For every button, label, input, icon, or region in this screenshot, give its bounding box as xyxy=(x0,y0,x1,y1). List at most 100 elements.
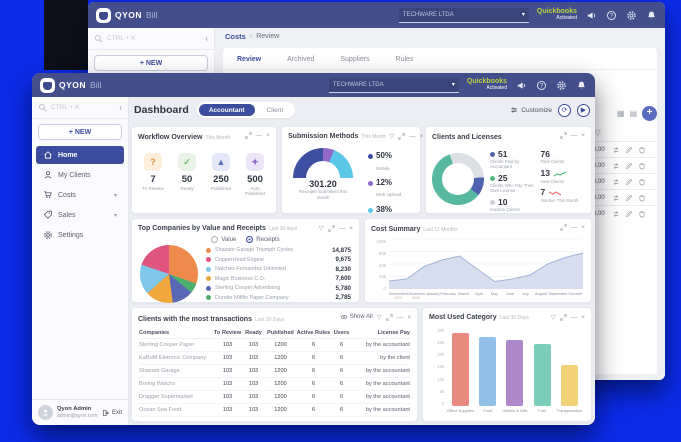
column-header[interactable]: Companies xyxy=(139,329,170,336)
expand-icon[interactable] xyxy=(245,132,252,139)
exit-button[interactable]: Exit xyxy=(102,409,122,417)
column-header[interactable]: Active Rules xyxy=(296,329,331,336)
tab-client[interactable]: Client xyxy=(266,106,284,114)
minimize-icon[interactable]: — xyxy=(570,132,578,139)
expand-icon[interactable] xyxy=(386,313,393,321)
column-header[interactable]: Ready xyxy=(245,329,262,336)
delete-icon[interactable] xyxy=(638,162,646,170)
bar xyxy=(452,333,470,406)
help-icon[interactable]: ? xyxy=(535,79,547,91)
table-row[interactable]: 3,00 xyxy=(593,189,657,205)
edit-icon[interactable] xyxy=(625,162,633,170)
table-row[interactable]: Ocean Sea Food 103 103 1200 6 6 by the a… xyxy=(139,404,410,417)
megaphone-icon[interactable] xyxy=(515,79,527,91)
table-row[interactable]: 3,00 xyxy=(593,157,657,173)
currency-exchange-icon[interactable] xyxy=(612,210,620,218)
tab-rules[interactable]: Rules xyxy=(395,56,414,63)
grid-view-icon[interactable]: ▦ xyxy=(616,109,625,118)
minimize-icon[interactable]: — xyxy=(396,313,404,321)
tab-accountant[interactable]: Accountant xyxy=(198,104,255,116)
collapse-sidebar-icon[interactable]: ‹ xyxy=(205,34,208,43)
sidebar-item-sales[interactable]: Sales ▾ xyxy=(36,206,124,224)
table-row[interactable]: 3,00 xyxy=(593,173,657,189)
close-icon[interactable]: × xyxy=(407,313,411,321)
customize-button[interactable]: Customize xyxy=(510,106,552,114)
search-input[interactable]: CTRL + K ‹ xyxy=(32,97,128,119)
minimize-icon[interactable]: — xyxy=(570,313,578,321)
expand-icon[interactable] xyxy=(560,224,567,231)
close-icon[interactable]: × xyxy=(581,224,585,231)
radio-receipts[interactable]: Receipts xyxy=(246,236,280,243)
notifications-icon[interactable] xyxy=(645,9,657,21)
filter-icon[interactable]: ▽ xyxy=(595,130,601,137)
help-icon[interactable]: ? xyxy=(605,9,617,21)
sidebar-item-costs[interactable]: Costs ▾ xyxy=(36,186,124,204)
edit-icon[interactable] xyxy=(625,146,633,154)
show-all-button[interactable]: Show All xyxy=(340,313,373,321)
brand-suffix: Bill xyxy=(90,80,102,90)
edit-icon[interactable] xyxy=(625,210,633,218)
tab-archived[interactable]: Archived xyxy=(287,56,315,63)
close-icon[interactable]: × xyxy=(581,313,585,321)
table-row[interactable]: Shazam Garage 103 103 1200 6 6 by the ac… xyxy=(139,365,410,378)
delete-icon[interactable] xyxy=(638,194,646,202)
sidebar-item-home[interactable]: Home xyxy=(36,146,124,164)
search-input[interactable]: CTRL + K ‹ xyxy=(88,28,214,50)
table-row[interactable]: 3,00 xyxy=(593,141,657,157)
delete-icon[interactable] xyxy=(638,146,646,154)
sidebar-item-my-clients[interactable]: My Clients xyxy=(36,166,124,184)
filter-icon[interactable]: ▽ xyxy=(376,314,382,321)
minimize-icon[interactable]: — xyxy=(409,132,416,140)
expand-icon[interactable] xyxy=(328,224,335,232)
new-button[interactable]: + NEW xyxy=(94,55,208,71)
collapse-sidebar-icon[interactable]: ‹ xyxy=(119,103,122,112)
column-header[interactable]: License Pay xyxy=(377,329,410,336)
list-view-icon[interactable]: ▤ xyxy=(629,109,637,118)
settings-icon[interactable] xyxy=(555,79,567,91)
filter-icon[interactable]: ▽ xyxy=(550,314,556,321)
expand-icon[interactable] xyxy=(398,132,405,140)
delete-icon[interactable] xyxy=(638,210,646,218)
edit-icon[interactable] xyxy=(625,178,633,186)
expand-icon[interactable] xyxy=(560,132,567,139)
megaphone-icon[interactable] xyxy=(585,9,597,21)
table-row[interactable]: Sterling Cooper Paper 103 103 1200 6 6 b… xyxy=(139,339,410,352)
radio-value[interactable]: Value xyxy=(211,236,236,243)
minimize-icon[interactable]: — xyxy=(255,132,263,139)
table-row[interactable]: 3,00 xyxy=(593,205,657,221)
close-icon[interactable]: × xyxy=(349,224,353,232)
currency-exchange-icon[interactable] xyxy=(612,146,620,154)
breadcrumb-section[interactable]: Costs xyxy=(225,32,246,41)
close-icon[interactable]: × xyxy=(419,132,424,140)
company-name: Natches Fernandez Unlimited xyxy=(215,266,287,273)
table-row[interactable]: Dragger Supermarket 103 103 1200 6 6 by … xyxy=(139,391,410,404)
column-header[interactable]: Users xyxy=(333,329,350,336)
delete-icon[interactable] xyxy=(638,178,646,186)
tab-review[interactable]: Review xyxy=(237,56,262,63)
refresh-button[interactable]: ⟳ xyxy=(558,103,571,117)
close-icon[interactable]: × xyxy=(581,132,585,139)
notifications-icon[interactable] xyxy=(575,79,587,91)
currency-exchange-icon[interactable] xyxy=(612,162,620,170)
currency-exchange-icon[interactable] xyxy=(612,194,620,202)
sidebar-item-settings[interactable]: Settings xyxy=(36,226,124,244)
minimize-icon[interactable]: — xyxy=(570,224,578,231)
minimize-icon[interactable]: — xyxy=(338,224,346,232)
company-select[interactable]: TECHWARE LTDA ▾ xyxy=(398,7,529,23)
filter-icon[interactable]: ▽ xyxy=(389,133,395,140)
table-row[interactable]: Boring Watchs 103 103 1200 6 6 by the ac… xyxy=(139,378,410,391)
edit-icon[interactable] xyxy=(625,194,633,202)
tab-suppliers[interactable]: Suppliers xyxy=(340,56,370,63)
column-header[interactable]: To Review xyxy=(213,329,242,336)
close-icon[interactable]: × xyxy=(266,132,270,139)
play-button[interactable]: ▶ xyxy=(577,103,590,117)
expand-icon[interactable] xyxy=(560,313,567,321)
table-row[interactable]: KaBuM Eletronic Company 103 103 1200 6 6… xyxy=(139,352,410,365)
add-button[interactable]: + xyxy=(642,106,657,121)
company-select[interactable]: TECHWARE LTDA ▾ xyxy=(328,77,459,93)
filter-icon[interactable]: ▽ xyxy=(318,225,324,232)
currency-exchange-icon[interactable] xyxy=(612,178,620,186)
column-header[interactable]: Published xyxy=(267,329,294,336)
new-button[interactable]: + NEW xyxy=(38,124,122,140)
settings-icon[interactable] xyxy=(625,9,637,21)
